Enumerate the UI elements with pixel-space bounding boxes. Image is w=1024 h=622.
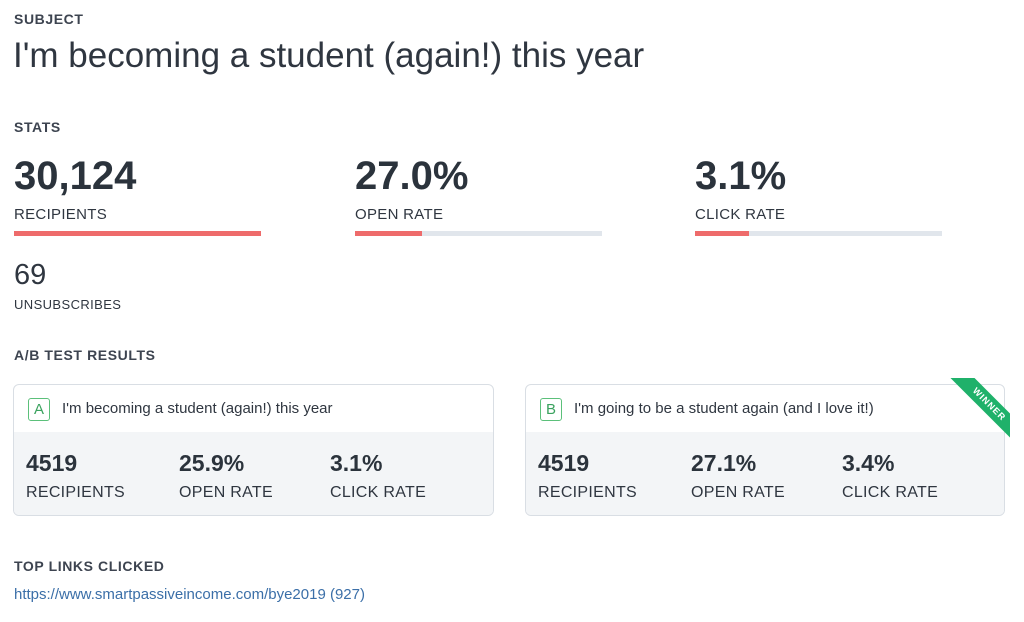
stats-label: STATS	[14, 119, 61, 135]
variant-recipients-value: 4519	[538, 450, 590, 476]
stat-click-rate: 3.1% CLICK RATE	[695, 152, 942, 236]
ab-variant-metrics: 4519 RECIPIENTS 27.1% OPEN RATE 3.4% CLI…	[526, 432, 1004, 515]
variant-open-rate: 25.9% OPEN RATE	[179, 449, 273, 502]
subject-title: I'm becoming a student (again!) this yea…	[13, 36, 645, 75]
open-rate-label: OPEN RATE	[355, 206, 444, 223]
variant-click-rate-label: CLICK RATE	[842, 484, 939, 501]
variant-open-rate-label: OPEN RATE	[179, 484, 273, 501]
variant-subject: I'm becoming a student (again!) this yea…	[62, 400, 333, 417]
click-rate-bar	[695, 231, 942, 236]
variant-recipients: 4519 RECIPIENTS	[26, 449, 125, 502]
top-links-label: TOP LINKS CLICKED	[14, 558, 165, 574]
unsubscribes-label: UNSUBSCRIBES	[14, 297, 122, 312]
variant-letter-badge: A	[28, 398, 50, 421]
variant-click-rate-value: 3.1%	[330, 450, 383, 476]
variant-recipients: 4519 RECIPIENTS	[538, 449, 637, 502]
open-rate-bar-fill	[355, 231, 422, 236]
click-rate-bar-fill	[695, 231, 750, 236]
top-link-item[interactable]: https://www.smartpassiveincome.com/bye20…	[14, 586, 365, 603]
recipients-label: RECIPIENTS	[14, 206, 108, 223]
variant-open-rate-value: 25.9%	[179, 450, 245, 476]
ab-variant-card-a: A I'm becoming a student (again!) this y…	[13, 384, 494, 516]
click-rate-value: 3.1%	[695, 154, 787, 198]
recipients-value: 30,124	[14, 154, 137, 198]
winner-badge: WINNER	[944, 378, 1010, 448]
ab-variant-header: A I'm becoming a student (again!) this y…	[14, 385, 493, 432]
variant-recipients-label: RECIPIENTS	[538, 484, 638, 501]
variant-open-rate-label: OPEN RATE	[691, 484, 785, 501]
ab-variant-metrics: 4519 RECIPIENTS 25.9% OPEN RATE 3.1% CLI…	[14, 432, 493, 515]
variant-recipients-label: RECIPIENTS	[26, 484, 126, 501]
recipients-bar	[14, 231, 261, 236]
open-rate-bar	[355, 231, 602, 236]
ab-variant-header: B I'm going to be a student again (and I…	[526, 385, 1004, 432]
ab-variant-card-b: B I'm going to be a student again (and I…	[525, 384, 1005, 516]
variant-click-rate: 3.4% CLICK RATE	[842, 449, 938, 502]
variant-letter-badge: B	[540, 398, 562, 421]
variant-subject: I'm going to be a student again (and I l…	[574, 400, 874, 417]
variant-open-rate-value: 27.1%	[691, 450, 757, 476]
variant-click-rate-label: CLICK RATE	[330, 484, 427, 501]
variant-click-rate-value: 3.4%	[842, 450, 895, 476]
subject-label: SUBJECT	[14, 11, 84, 27]
stat-open-rate: 27.0% OPEN RATE	[355, 152, 602, 236]
variant-open-rate: 27.1% OPEN RATE	[691, 449, 785, 502]
stat-recipients: 30,124 RECIPIENTS	[14, 152, 261, 236]
recipients-bar-fill	[14, 231, 261, 236]
variant-click-rate: 3.1% CLICK RATE	[330, 449, 426, 502]
variant-recipients-value: 4519	[26, 450, 78, 476]
winner-ribbon: WINNER	[940, 378, 1010, 448]
click-rate-label: CLICK RATE	[695, 206, 786, 223]
unsubscribes-value: 69	[14, 259, 47, 291]
open-rate-value: 27.0%	[355, 154, 469, 198]
stat-unsubscribes: 69 UNSUBSCRIBES	[14, 258, 121, 312]
ab-test-label: A/B TEST RESULTS	[14, 347, 156, 363]
